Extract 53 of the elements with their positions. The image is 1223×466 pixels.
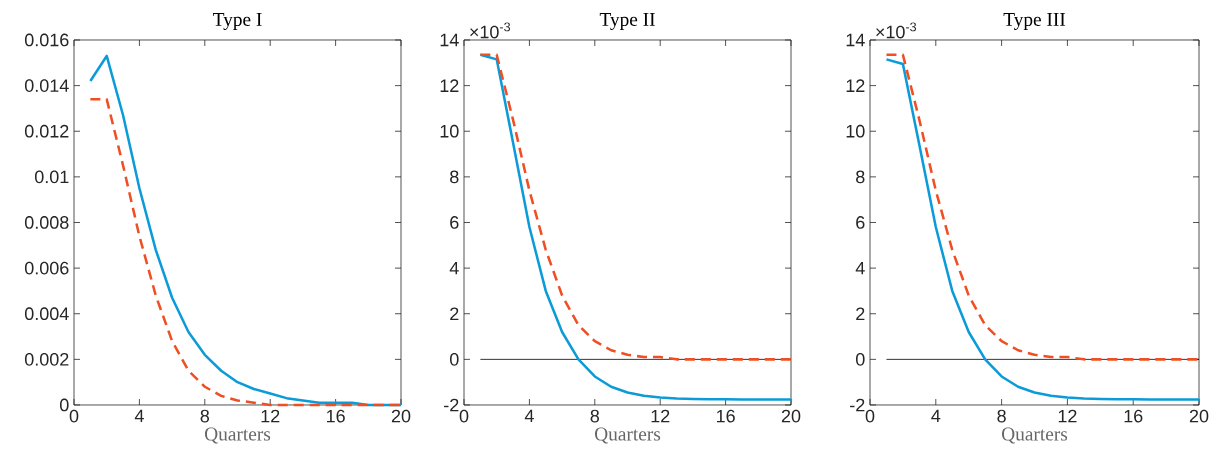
chart-title: Type II <box>599 13 655 30</box>
chart-title: Type III <box>1003 13 1066 30</box>
x-tick-label: 12 <box>1058 409 1077 423</box>
y-tick-label: 12 <box>846 79 865 92</box>
y-tick-label: 6 <box>856 216 865 229</box>
y-tick-label: 0.014 <box>24 79 69 92</box>
x-axis-title: Quarters <box>595 427 661 444</box>
y-tick-label: 0.006 <box>24 261 69 275</box>
x-tick-label: 12 <box>651 409 670 423</box>
y-tick-label: 12 <box>440 79 459 92</box>
y-tick-label: 8 <box>856 170 865 184</box>
x-tick-label: 20 <box>1189 409 1209 423</box>
y-tick-label: 0 <box>856 352 865 366</box>
x-axis-title: Quarters <box>205 427 271 444</box>
text: ×10$^{-3}$ <box>470 22 511 39</box>
x-axis-title: Quarters <box>1002 427 1068 444</box>
y-tick-label: 0.012 <box>24 124 69 138</box>
x-tick-label: 16 <box>326 409 345 423</box>
y-tick-label: 2 <box>856 307 865 321</box>
y-tick-label: 0.002 <box>24 352 69 366</box>
y-tick-label: 0 <box>450 352 459 366</box>
y-tick-label: 0.016 <box>24 33 69 47</box>
y-tick-label: 4 <box>855 261 865 275</box>
x-tick-label: 20 <box>781 409 801 423</box>
x-tick-label: 4 <box>134 409 144 423</box>
y-tick-label: -2 <box>444 398 459 412</box>
x-tick-label: 8 <box>200 409 210 423</box>
x-tick-label: 0 <box>459 409 469 423</box>
y-tick-label: 10 <box>440 124 459 138</box>
y-tick-label: 8 <box>450 170 459 184</box>
y-tick-label: 0 <box>60 398 69 412</box>
y-tick-label: 0.01 <box>34 170 69 184</box>
y-tick-label: 0.008 <box>24 216 69 229</box>
x-tick-label: 12 <box>261 409 280 423</box>
y-tick-label: 2 <box>450 307 459 321</box>
y-tick-label: 14 <box>846 33 865 47</box>
y-tick-label: 10 <box>846 124 865 138</box>
x-tick-label: 8 <box>997 409 1006 423</box>
x-tick-label: 0 <box>69 409 79 423</box>
y-tick-label: 6 <box>450 216 459 229</box>
x-tick-label: 16 <box>716 409 735 423</box>
y-tick-label: 14 <box>440 33 459 47</box>
y-tick-label: 0.004 <box>24 307 69 321</box>
x-tick-label: 4 <box>931 409 941 423</box>
x-tick-label: 16 <box>1124 409 1143 423</box>
text: ×10$^{-3}$ <box>876 22 917 39</box>
chart-title: Type I <box>213 13 262 30</box>
y-tick-label: 4 <box>449 261 459 275</box>
y-tick-label: -2 <box>850 398 865 412</box>
x-tick-label: 20 <box>391 409 411 423</box>
x-tick-label: 4 <box>524 409 534 423</box>
x-tick-label: 8 <box>590 409 600 423</box>
x-tick-label: 0 <box>865 409 875 423</box>
